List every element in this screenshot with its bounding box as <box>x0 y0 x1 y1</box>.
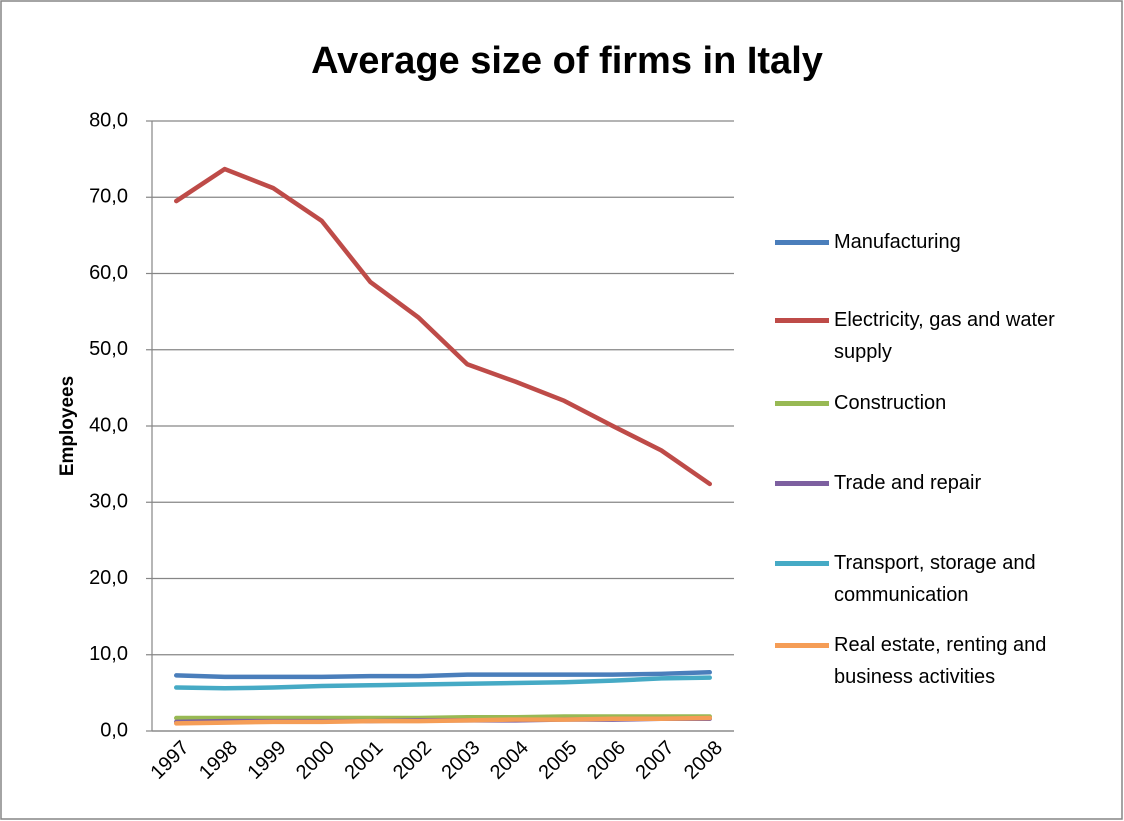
legend-label: Trade and repair <box>834 472 982 494</box>
series-line <box>174 675 712 691</box>
legend-item: Transport, storage and communication <box>775 547 1096 611</box>
y-tick-label: 80,0 <box>89 109 128 131</box>
legend-label: Transport, storage and communication <box>834 552 1036 606</box>
legend-item: Manufacturing <box>775 226 1096 258</box>
legend-item: Real estate, renting and business activi… <box>775 629 1096 693</box>
legend-swatch <box>775 561 829 566</box>
series-line <box>174 715 712 726</box>
y-tick-label: 60,0 <box>89 262 128 284</box>
chart-title: Average size of firms in Italy <box>311 40 823 82</box>
y-tick-label: 50,0 <box>89 338 128 360</box>
y-tick-label: 0,0 <box>100 719 128 741</box>
legend-swatch <box>775 240 829 245</box>
legend-item: Trade and repair <box>775 467 1096 499</box>
legend-item: Construction <box>775 387 1096 419</box>
legend-swatch <box>775 481 829 486</box>
legend-label: Real estate, renting and business activi… <box>834 634 1047 688</box>
y-tick-label: 40,0 <box>89 414 128 436</box>
y-tick-label: 10,0 <box>89 643 128 665</box>
series-line <box>174 670 712 680</box>
series-line <box>174 714 712 721</box>
legend-swatch <box>775 401 829 406</box>
legend-swatch <box>775 643 829 648</box>
series-line <box>174 166 712 487</box>
legend-swatch <box>775 318 829 323</box>
legend-label: Construction <box>834 392 947 414</box>
legend-label: Manufacturing <box>834 231 961 253</box>
y-tick-label: 70,0 <box>89 186 128 208</box>
y-axis-label: Employees <box>57 376 78 476</box>
legend-label: Electricity, gas and water supply <box>834 309 1055 363</box>
y-tick-label: 30,0 <box>89 491 128 513</box>
legend-item: Electricity, gas and water supply <box>775 304 1096 368</box>
y-tick-label: 20,0 <box>89 567 128 589</box>
